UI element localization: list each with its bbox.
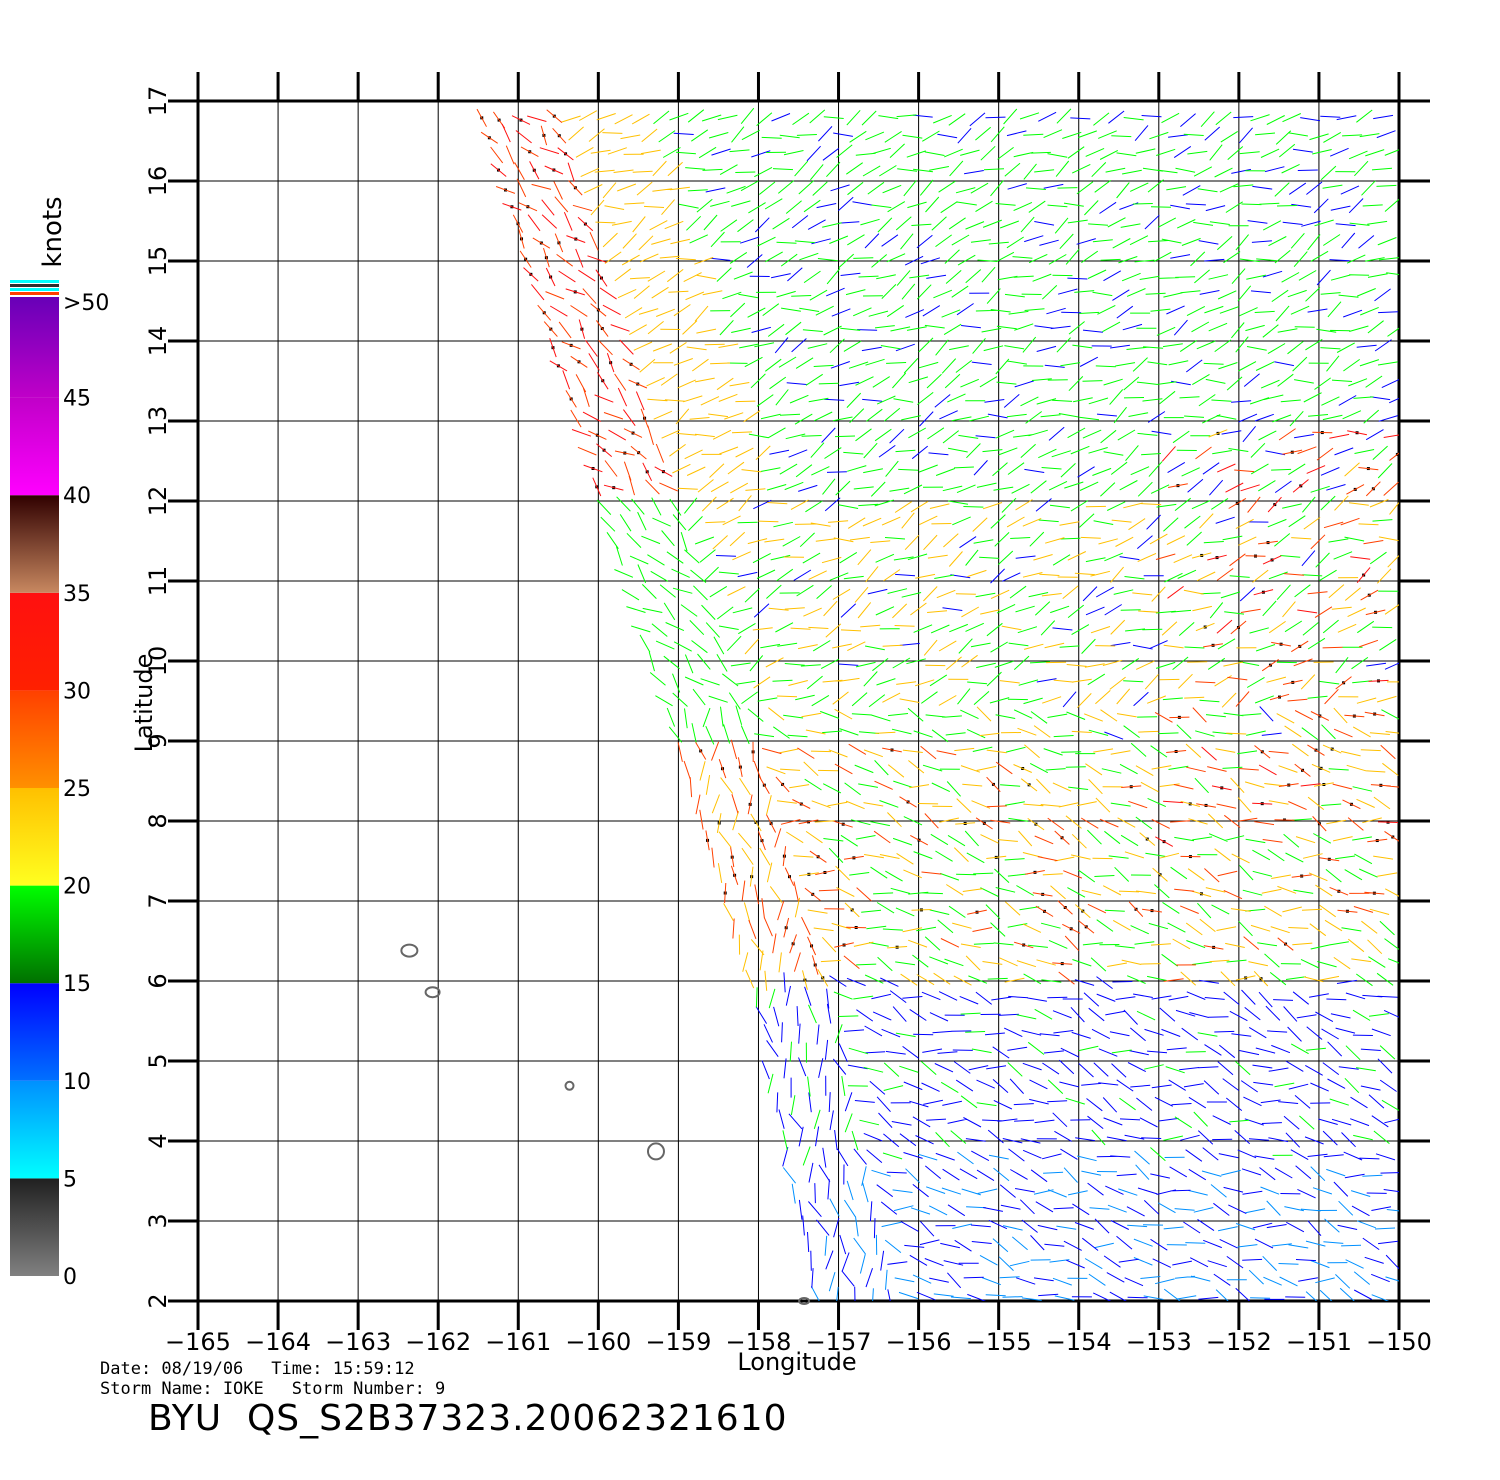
longitude-tick-label: −156	[886, 1328, 952, 1356]
wind-vectors	[596, 107, 1399, 1166]
latitude-tick-label: 17	[144, 86, 172, 117]
legend-label: 40	[63, 484, 91, 509]
legend-band	[10, 495, 59, 593]
latitude-tick-label: 2	[144, 1293, 172, 1308]
y-axis-label: Latitude	[130, 654, 158, 753]
legend-label: >50	[63, 291, 109, 316]
longitude-tick-label: −157	[806, 1328, 872, 1356]
legend-label: 30	[63, 679, 91, 704]
longitude-tick-label: −160	[565, 1328, 631, 1356]
metadata-line-2: Storm Name: IOKE Storm Number: 9	[100, 1379, 473, 1399]
legend-label: 35	[63, 582, 91, 607]
longitude-tick-label: −158	[726, 1328, 792, 1356]
storm-number-label: Storm Number: 9	[291, 1379, 446, 1399]
legend-label: 45	[63, 387, 91, 412]
product-id: BYU QS_S2B37323.20062321610	[148, 1398, 788, 1439]
longitude-tick-labels: −165 −164 −163 −162 −161 −160 −159 −158 −157 −156…	[165, 1328, 1432, 1356]
latitude-tick-label: 11	[144, 566, 172, 597]
legend-band	[10, 300, 59, 398]
legend-label: 5	[63, 1167, 77, 1192]
island-outline	[798, 1297, 811, 1305]
legend-title: knots	[38, 196, 68, 267]
longitude-tick-label: −163	[325, 1328, 391, 1356]
legend-label: 10	[63, 1070, 91, 1095]
latitude-tick-label: 15	[144, 246, 172, 277]
legend-band	[10, 983, 59, 1081]
legend-cap-stripe	[10, 297, 59, 300]
wind-vectors	[673, 110, 1399, 1301]
time-label: Time: 15:59:12	[271, 1359, 415, 1379]
longitude-tick-label: −150	[1366, 1328, 1432, 1356]
island-outline	[564, 1080, 575, 1091]
latitude-tick-label: 4	[144, 1133, 172, 1148]
island-outline	[646, 1142, 665, 1161]
longitude-tick-label: −161	[485, 1328, 551, 1356]
legend-band	[10, 788, 59, 886]
legend-label: 20	[63, 875, 91, 900]
latitude-tick-label: 6	[144, 973, 172, 988]
longitude-tick-label: −164	[245, 1328, 311, 1356]
legend-cap-stripe	[10, 292, 59, 295]
longitude-tick-label: −162	[405, 1328, 471, 1356]
legend-label: 25	[63, 777, 91, 802]
color-legend: knots 0 5 10 15 20 25 30 35 40 45 >50	[10, 196, 109, 1290]
legend-cap-stripe	[10, 280, 59, 283]
latitude-tick-label: 12	[144, 486, 172, 517]
wind-vectors	[490, 115, 1399, 847]
metadata-line-1: Date: 08/19/06 Time: 15:59:12	[100, 1359, 443, 1379]
legend-band	[10, 1178, 59, 1276]
legend-band	[10, 1080, 59, 1179]
graticule	[197, 100, 1400, 1302]
legend-band	[10, 397, 59, 496]
wind-vector-field	[476, 107, 1399, 1301]
latitude-tick-labels: 2 3 4 5 6 7 8 9 10 11 12 13 14 15 16 17	[144, 86, 172, 1309]
longitude-tick-label: −154	[1046, 1328, 1112, 1356]
plot-border	[196, 99, 1401, 1303]
latitude-tick-label: 5	[144, 1053, 172, 1068]
legend-cap-stripe	[10, 288, 59, 291]
legend-label: 0	[63, 1265, 77, 1290]
latitude-tick-label: 3	[144, 1213, 172, 1228]
latitude-tick-label: 14	[144, 326, 172, 357]
wind-vectors	[782, 1150, 1399, 1301]
legend-band	[10, 885, 59, 984]
longitude-tick-label: −151	[1286, 1328, 1352, 1356]
latitude-tick-label: 10	[144, 646, 172, 677]
latitude-tick-label: 8	[144, 813, 172, 828]
plot-frame	[196, 99, 1401, 1303]
island-outlines	[400, 943, 811, 1305]
legend-color-bar	[10, 280, 59, 1276]
island-outline	[400, 943, 419, 958]
wind-vectors	[476, 108, 1399, 985]
longitude-tick-label: −155	[966, 1328, 1032, 1356]
longitude-tick-label: −159	[645, 1328, 711, 1356]
longitude-tick-label: −152	[1206, 1328, 1272, 1356]
longitude-tick-label: −153	[1126, 1328, 1192, 1356]
legend-label: 15	[63, 972, 91, 997]
latitude-tick-label: 13	[144, 406, 172, 437]
legend-band	[10, 592, 59, 691]
x-axis-label: Longitude	[737, 1348, 856, 1376]
longitude-tick-label: −165	[165, 1328, 231, 1356]
latitude-tick-label: 16	[144, 166, 172, 197]
island-outline	[424, 986, 441, 999]
legend-cap-stripe	[10, 284, 59, 287]
axis-ticks	[168, 72, 1430, 1330]
legend-band	[10, 690, 59, 788]
wind-vectors	[561, 110, 1399, 991]
storm-name-label: Storm Name: IOKE	[100, 1379, 264, 1399]
latitude-tick-label: 9	[144, 733, 172, 748]
latitude-tick-label: 7	[144, 893, 172, 908]
date-label: Date: 08/19/06	[100, 1359, 244, 1379]
legend-labels: 0 5 10 15 20 25 30 35 40 45 >50	[63, 291, 109, 1290]
